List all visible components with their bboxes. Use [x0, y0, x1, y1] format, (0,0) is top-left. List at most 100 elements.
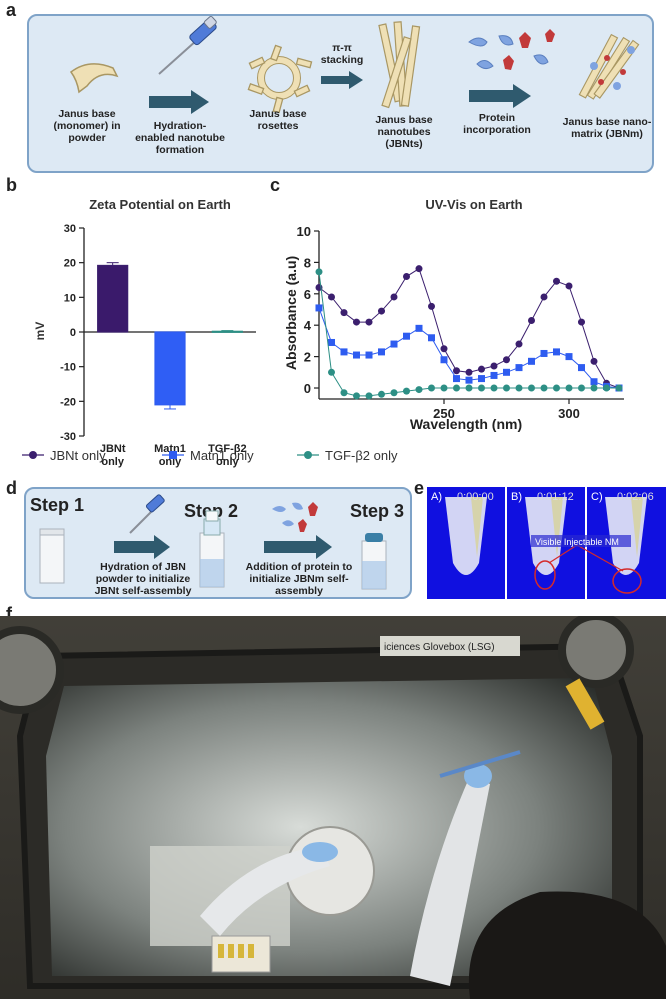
- chart-c-point: [453, 367, 460, 375]
- chart-c-point: [403, 387, 410, 395]
- injectable-nm-annotation: Visible Injectable NM: [535, 537, 619, 547]
- chart-c-point: [503, 384, 510, 392]
- chart-c-point: [490, 362, 498, 370]
- chart-b-bar: [154, 331, 186, 406]
- chart-c-point: [578, 318, 585, 326]
- chart-c-point: [515, 384, 523, 392]
- chart-c-point: [465, 384, 473, 392]
- chart-c-point: [428, 302, 435, 310]
- chart-c-point: [465, 376, 473, 384]
- panel-d-graphics: [39, 494, 387, 590]
- timestamp-b: 0:01:12: [537, 491, 574, 503]
- chart-c-point: [315, 304, 323, 312]
- chart-c-point: [440, 345, 448, 353]
- chart-c-point: [540, 349, 548, 357]
- chart-c-legend-marker: [304, 451, 312, 459]
- chart-c-point: [315, 268, 323, 276]
- glovebox-nameplate: [380, 636, 520, 656]
- uv-vis-chart: UV-Vis on Earth Wavelength (nm) Absorban…: [22, 197, 624, 463]
- chart-c-point: [528, 384, 535, 392]
- step-1-label: Step 1: [30, 495, 85, 515]
- panel-label-d: d: [6, 478, 17, 498]
- chart-c-point: [528, 316, 535, 324]
- arrow-2-icon: [321, 71, 363, 89]
- chart-c-xtick-label: 300: [558, 406, 580, 421]
- chart-c-point: [590, 384, 598, 392]
- chart-c-point: [503, 368, 510, 376]
- chart-c-point: [428, 334, 435, 342]
- arrow-1-icon: [149, 90, 209, 114]
- step-label-rosettes: Janus base rosettes: [249, 108, 307, 132]
- chart-c-point: [415, 386, 423, 394]
- panel-a-graphics: [69, 16, 640, 114]
- chart-c-point: [390, 293, 398, 301]
- chart-b-category-label: JBNt only: [100, 443, 126, 468]
- chart-c-legend-label: JBNt only: [50, 448, 106, 463]
- panel-label-e: e: [414, 478, 425, 498]
- chart-c-point: [540, 293, 548, 301]
- cuvette-empty-icon: [39, 528, 65, 584]
- step-1-description: Hydration of JBN powder to initialize JB…: [94, 561, 192, 597]
- step-3-label: Step 3: [350, 501, 405, 521]
- arrow-d2-icon: [264, 535, 332, 559]
- chart-b-title: Zeta Potential on Earth: [89, 197, 231, 212]
- chart-c-point: [578, 364, 585, 372]
- chart-c-point: [415, 324, 423, 332]
- chart-c-point: [378, 348, 385, 356]
- chart-c-point: [578, 384, 585, 392]
- chart-b-ytick-label: 20: [64, 258, 76, 270]
- chart-c-point: [478, 384, 485, 392]
- chart-c-point: [365, 392, 373, 400]
- chart-c-ytick-label: 10: [297, 224, 311, 239]
- pipette-photo: [439, 750, 521, 778]
- nanotube-bundle-icon: [378, 21, 421, 109]
- chart-c-point: [478, 365, 485, 373]
- glovebox-label: iciences Glovebox (LSG): [384, 642, 495, 653]
- chart-c-point: [390, 389, 398, 397]
- protein-icon: [468, 35, 549, 70]
- cuvette-filled-icon: [361, 533, 387, 590]
- step-label-hydration: Hydration-enabled nanotube formation: [135, 120, 225, 156]
- chart-c-xtick-label: 250: [433, 406, 455, 421]
- chart-c-point: [603, 384, 610, 392]
- rosette-icon: [247, 44, 313, 114]
- chart-b-ytick-label: -20: [60, 396, 76, 408]
- chart-c-point: [328, 368, 335, 376]
- chart-c-point: [453, 384, 460, 392]
- chart-c-point: [528, 357, 535, 365]
- glove-right: [464, 764, 492, 788]
- injectable-nm-circle-c: [612, 568, 642, 594]
- panel-label-a: a: [6, 0, 17, 20]
- chart-b-ytick-label: 0: [70, 327, 76, 339]
- chart-c-point: [403, 273, 410, 281]
- astronaut-arm-left: [200, 846, 330, 936]
- chart-c-point: [378, 307, 385, 315]
- step-label-monomer: Janus base (monomer) in powder: [53, 108, 121, 144]
- chart-c-point: [590, 357, 598, 365]
- chart-c-ytick-label: 4: [304, 318, 312, 333]
- chart-c-legend-label: Matn1 only: [190, 448, 254, 463]
- timestamp-c: 0:02:06: [617, 491, 654, 503]
- injectable-nm-circle-b: [534, 560, 556, 590]
- chart-c-point: [340, 309, 348, 317]
- chart-c-point: [490, 371, 498, 379]
- chart-c-point: [428, 384, 435, 392]
- glove-left: [302, 842, 338, 862]
- chart-b-ytick-label: 30: [64, 223, 76, 235]
- chart-c-point: [553, 277, 560, 285]
- chart-c-point: [490, 384, 498, 392]
- chart-c-title: UV-Vis on Earth: [425, 197, 522, 212]
- chart-c-ytick-label: 8: [304, 255, 311, 270]
- chart-c-point: [453, 375, 460, 383]
- chart-c-point: [615, 384, 623, 392]
- step-2-description: Addition of protein to initialize JBNm s…: [245, 561, 353, 597]
- chart-c-point: [503, 356, 510, 364]
- chart-c-point: [465, 368, 473, 376]
- chart-c-xlabel: Wavelength (nm): [410, 416, 522, 432]
- pipette-small-icon: [129, 494, 165, 534]
- chart-c-point: [353, 318, 360, 326]
- panel-label-b: b: [6, 175, 17, 195]
- chart-b-ytick-label: -10: [60, 362, 76, 374]
- pipette-icon: [158, 16, 217, 75]
- astronaut-head: [468, 891, 666, 999]
